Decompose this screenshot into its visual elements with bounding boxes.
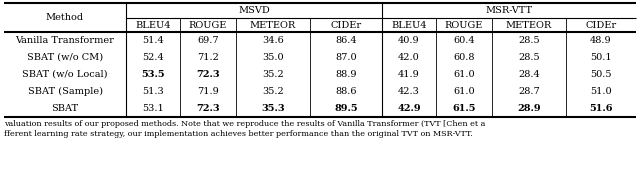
Text: 71.9: 71.9 xyxy=(197,87,219,96)
Text: 51.4: 51.4 xyxy=(142,36,164,45)
Text: MSVD: MSVD xyxy=(238,6,270,15)
Text: Method: Method xyxy=(46,13,84,22)
Text: 35.2: 35.2 xyxy=(262,87,284,96)
Text: 42.9: 42.9 xyxy=(397,104,421,113)
Text: BLEU4: BLEU4 xyxy=(135,20,171,30)
Text: METEOR: METEOR xyxy=(506,20,552,30)
Text: 42.3: 42.3 xyxy=(398,87,420,96)
Text: 89.5: 89.5 xyxy=(334,104,358,113)
Text: 52.4: 52.4 xyxy=(142,53,164,62)
Text: ROUGE: ROUGE xyxy=(189,20,227,30)
Text: 28.4: 28.4 xyxy=(518,70,540,79)
Text: 88.6: 88.6 xyxy=(335,87,356,96)
Text: Vanilla Transformer: Vanilla Transformer xyxy=(15,36,115,45)
Text: 28.5: 28.5 xyxy=(518,53,540,62)
Text: 51.0: 51.0 xyxy=(590,87,612,96)
Text: 61.0: 61.0 xyxy=(453,87,475,96)
Text: 53.1: 53.1 xyxy=(142,104,164,113)
Text: 35.2: 35.2 xyxy=(262,70,284,79)
Text: 35.3: 35.3 xyxy=(261,104,285,113)
Text: 42.0: 42.0 xyxy=(398,53,420,62)
Text: BLEU4: BLEU4 xyxy=(391,20,427,30)
Text: 72.3: 72.3 xyxy=(196,70,220,79)
Text: 28.9: 28.9 xyxy=(517,104,541,113)
Text: 60.4: 60.4 xyxy=(453,36,475,45)
Text: 88.9: 88.9 xyxy=(335,70,356,79)
Text: 50.5: 50.5 xyxy=(590,70,612,79)
Text: 53.5: 53.5 xyxy=(141,70,165,79)
Text: METEOR: METEOR xyxy=(250,20,296,30)
Text: fferent learning rate strategy, our implementation achieves better performance t: fferent learning rate strategy, our impl… xyxy=(4,130,473,138)
Text: 28.7: 28.7 xyxy=(518,87,540,96)
Text: 50.1: 50.1 xyxy=(590,53,612,62)
Text: CIDEr: CIDEr xyxy=(330,20,362,30)
Text: 69.7: 69.7 xyxy=(197,36,219,45)
Text: 60.8: 60.8 xyxy=(453,53,475,62)
Text: 41.9: 41.9 xyxy=(398,70,420,79)
Text: 61.0: 61.0 xyxy=(453,70,475,79)
Text: 87.0: 87.0 xyxy=(335,53,357,62)
Text: 61.5: 61.5 xyxy=(452,104,476,113)
Text: 40.9: 40.9 xyxy=(398,36,420,45)
Text: 51.3: 51.3 xyxy=(142,87,164,96)
Text: SBAT (Sample): SBAT (Sample) xyxy=(28,87,102,96)
Text: 71.2: 71.2 xyxy=(197,53,219,62)
Text: 34.6: 34.6 xyxy=(262,36,284,45)
Text: 48.9: 48.9 xyxy=(590,36,612,45)
Text: 51.6: 51.6 xyxy=(589,104,612,113)
Text: 28.5: 28.5 xyxy=(518,36,540,45)
Text: SBAT (w/o CM): SBAT (w/o CM) xyxy=(27,53,103,62)
Text: SBAT: SBAT xyxy=(51,104,79,113)
Text: SBAT (w/o Local): SBAT (w/o Local) xyxy=(22,70,108,79)
Text: CIDEr: CIDEr xyxy=(586,20,616,30)
Text: 35.0: 35.0 xyxy=(262,53,284,62)
Text: MSR-VTT: MSR-VTT xyxy=(485,6,532,15)
Text: 72.3: 72.3 xyxy=(196,104,220,113)
Text: valuation results of our proposed methods. Note that we reproduce the results of: valuation results of our proposed method… xyxy=(4,120,485,128)
Text: ROUGE: ROUGE xyxy=(445,20,483,30)
Text: 86.4: 86.4 xyxy=(335,36,357,45)
